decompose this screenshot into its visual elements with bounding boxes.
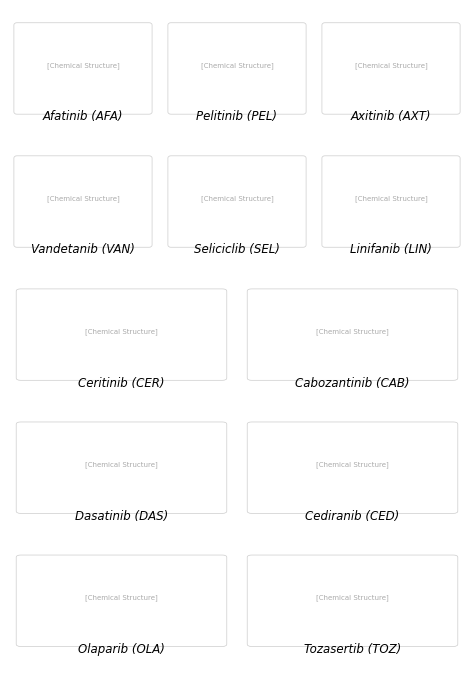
Text: [Chemical Structure]: [Chemical Structure] <box>316 462 389 468</box>
Text: Axitinib (AXT): Axitinib (AXT) <box>351 111 431 124</box>
FancyBboxPatch shape <box>16 289 227 380</box>
FancyBboxPatch shape <box>14 23 152 114</box>
Text: [Chemical Structure]: [Chemical Structure] <box>201 62 273 69</box>
Text: Ceritinib (CER): Ceritinib (CER) <box>78 377 165 389</box>
Text: Dasatinib (DAS): Dasatinib (DAS) <box>75 510 168 522</box>
FancyBboxPatch shape <box>247 422 458 514</box>
Text: Seliciclib (SEL): Seliciclib (SEL) <box>194 244 280 256</box>
FancyBboxPatch shape <box>168 23 306 114</box>
Text: [Chemical Structure]: [Chemical Structure] <box>201 195 273 202</box>
FancyBboxPatch shape <box>322 156 460 247</box>
Text: [Chemical Structure]: [Chemical Structure] <box>85 462 158 468</box>
FancyBboxPatch shape <box>16 422 227 514</box>
Text: [Chemical Structure]: [Chemical Structure] <box>46 62 119 69</box>
Text: Pelitinib (PEL): Pelitinib (PEL) <box>197 111 277 124</box>
FancyBboxPatch shape <box>322 23 460 114</box>
FancyBboxPatch shape <box>247 555 458 647</box>
FancyBboxPatch shape <box>168 156 306 247</box>
Text: [Chemical Structure]: [Chemical Structure] <box>355 195 428 202</box>
FancyBboxPatch shape <box>247 289 458 380</box>
Text: Tozasertib (TOZ): Tozasertib (TOZ) <box>304 643 401 655</box>
FancyBboxPatch shape <box>14 156 152 247</box>
Text: [Chemical Structure]: [Chemical Structure] <box>85 328 158 335</box>
Text: [Chemical Structure]: [Chemical Structure] <box>316 328 389 335</box>
FancyBboxPatch shape <box>16 555 227 647</box>
Text: [Chemical Structure]: [Chemical Structure] <box>355 62 428 69</box>
Text: Cediranib (CED): Cediranib (CED) <box>305 510 400 522</box>
Text: Vandetanib (VAN): Vandetanib (VAN) <box>31 244 135 256</box>
Text: [Chemical Structure]: [Chemical Structure] <box>85 595 158 601</box>
Text: Linifanib (LIN): Linifanib (LIN) <box>350 244 432 256</box>
Text: [Chemical Structure]: [Chemical Structure] <box>316 595 389 601</box>
Text: [Chemical Structure]: [Chemical Structure] <box>46 195 119 202</box>
Text: Afatinib (AFA): Afatinib (AFA) <box>43 111 123 124</box>
Text: Cabozantinib (CAB): Cabozantinib (CAB) <box>295 377 410 389</box>
Text: Olaparib (OLA): Olaparib (OLA) <box>78 643 165 655</box>
